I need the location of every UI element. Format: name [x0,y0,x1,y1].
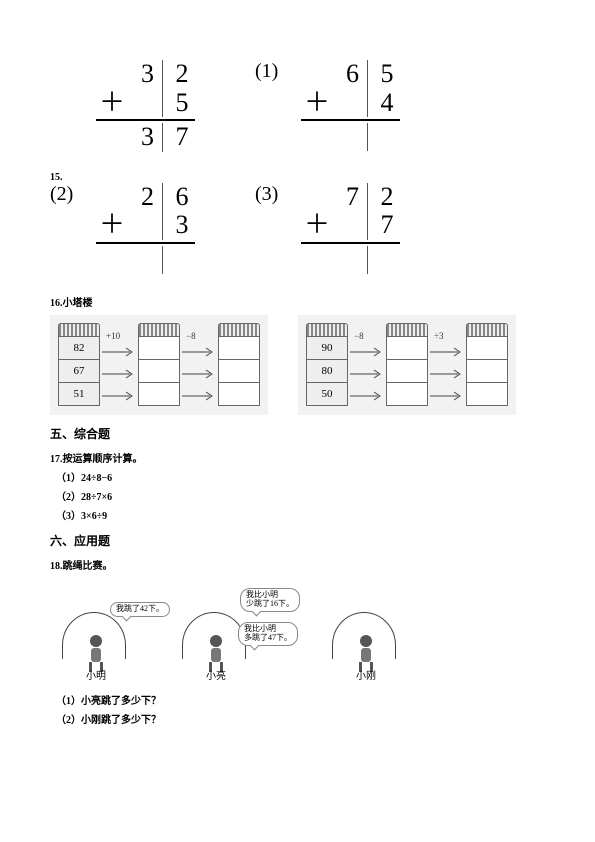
q15-number: 15. [50,172,545,183]
arrow-icon [430,369,462,379]
digit: 6 [333,60,368,89]
speech-bubble: 我比小明 多跳了47下。 [238,622,298,646]
arrow-icon [102,347,134,357]
plus-icon: ＋ [301,89,333,118]
digit: 2 [368,183,400,212]
q16-number: 16. [50,298,63,309]
digit: 7 [163,123,195,152]
digit: 3 [128,123,163,152]
op-label: −8 [354,331,364,341]
op-label: ÷3 [434,331,443,341]
q15-row1: 32 ＋5 37 (1)65 ＋4 [50,60,545,152]
digit: 4 [368,89,400,118]
digit: 5 [368,60,400,89]
q18-number: 18. [50,561,63,572]
page-root: 32 ＋5 37 (1)65 ＋4 15. (2)26 ＋3 (3)72 ＋7 … [0,0,595,750]
arrow-icon [182,369,214,379]
tower-col [218,323,260,411]
digit: 2 [128,183,163,212]
sub-label: (3) [255,183,301,212]
section-6: 六、应用题 [50,532,545,549]
digit: 6 [163,183,195,212]
q17-item: （2）28÷7×6 [56,488,545,503]
jump-rope-scene: 小明 我跳了42下。 小亮 我比小明 少跳了16下。 我比小明 多跳了47下。 … [50,578,545,688]
digit: 5 [163,89,195,118]
arrow-icon [350,391,382,401]
q15-p1: (1) 65 ＋ 4 [255,60,400,152]
q17-number: 17. [50,454,63,465]
q15-row2: (2)26 ＋3 (3)72 ＋7 [50,183,545,274]
roof-icon [386,323,428,336]
roof-icon [138,323,180,336]
sub-label: (2) [50,183,96,212]
op-label: −8 [186,331,196,341]
q18-sub: （2）小刚跳了多少下？ [56,711,545,726]
arrow-icon [182,347,214,357]
digit: 2 [163,60,195,89]
towers: 82 67 51 +10 −8 [50,315,545,415]
op-label: +10 [106,331,120,341]
arrow-icon [102,391,134,401]
cell: 51 [59,383,99,405]
plus-icon: ＋ [301,211,333,240]
q15-p2: (2) 26 ＋ 3 [50,183,195,274]
tower-left: 82 67 51 +10 −8 [50,315,268,415]
digit: 7 [333,183,368,212]
arrow-col: +10 [100,323,138,411]
q17-item: （3）3×6÷9 [56,507,545,522]
arrow-icon [430,391,462,401]
tower-col [386,323,428,411]
arrow-col: ÷3 [428,323,466,411]
tower-col: 82 67 51 [58,323,100,411]
q16-title: 小塔楼 [63,298,93,309]
q17-heading: 17.按运算顺序计算。 [50,450,545,465]
digit: 3 [163,211,195,240]
q18-title: 跳绳比赛。 [63,561,113,572]
cell: 50 [307,383,347,405]
arrow-icon [350,347,382,357]
arrow-icon [102,369,134,379]
roof-icon [466,323,508,336]
tower-col [138,323,180,411]
arrow-icon [182,391,214,401]
q18-heading: 18.跳绳比赛。 [50,557,545,572]
cell: 80 [307,360,347,383]
cell: 82 [59,337,99,360]
tower-right: 90 80 50 −8 ÷3 [298,315,516,415]
speech-bubble: 我比小明 少跳了16下。 [240,588,300,612]
roof-icon [58,323,100,336]
sub-label: (1) [255,60,301,89]
plus-icon: ＋ [96,89,128,118]
digit: 3 [128,60,163,89]
digit: 7 [368,211,400,240]
arrow-col: −8 [180,323,218,411]
cell: 67 [59,360,99,383]
cell: 90 [307,337,347,360]
q17-title: 按运算顺序计算。 [63,454,143,465]
roof-icon [306,323,348,336]
q16-heading: 16.小塔楼 [50,294,545,309]
section-5: 五、综合题 [50,425,545,442]
kid-name: 小亮 [206,667,226,682]
kid-name: 小刚 [356,667,376,682]
q18-sub: （1）小亮跳了多少下？ [56,692,545,707]
kid-gang: 小刚 [330,606,402,678]
speech-bubble: 我跳了42下。 [110,602,170,617]
arrow-icon [350,369,382,379]
q17-item: （1）24÷8−6 [56,469,545,484]
q15-p3: (3)72 ＋7 [255,183,400,274]
kid-name: 小明 [86,667,106,682]
tower-col: 90 80 50 [306,323,348,411]
plus-icon: ＋ [96,211,128,240]
roof-icon [218,323,260,336]
q15-example: 32 ＋5 37 [50,60,195,152]
arrow-icon [430,347,462,357]
arrow-col: −8 [348,323,386,411]
tower-col [466,323,508,411]
